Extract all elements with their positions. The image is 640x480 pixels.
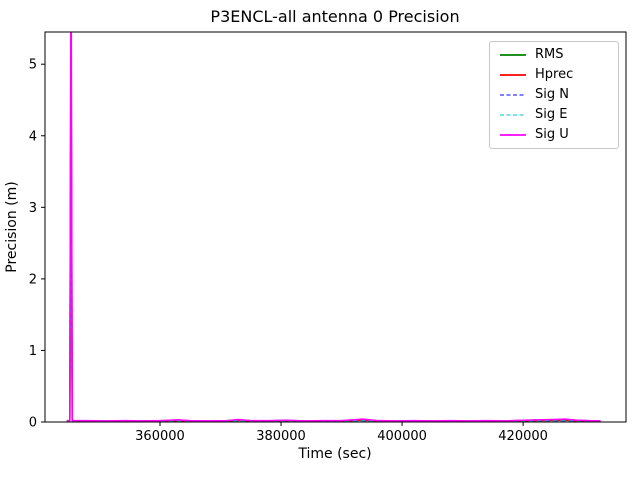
y-axis-label: Precision (m) bbox=[4, 181, 20, 272]
legend-line-sample bbox=[500, 74, 526, 76]
axes-frame bbox=[44, 31, 627, 423]
y-tick-label: 4 bbox=[29, 129, 37, 144]
legend-label: RMS bbox=[535, 47, 564, 62]
x-tick-label: 400000 bbox=[377, 429, 427, 444]
x-axis-label: Time (sec) bbox=[297, 446, 371, 462]
legend-line-sample bbox=[500, 114, 526, 116]
series-line-sig-e bbox=[66, 242, 601, 422]
legend-item: RMS bbox=[499, 48, 609, 62]
y-tick-label: 2 bbox=[29, 272, 37, 287]
legend: RMS Hprec Sig N Sig E Sig U bbox=[489, 41, 619, 149]
y-tick-label: 1 bbox=[29, 344, 37, 359]
legend-label: Sig U bbox=[535, 127, 569, 142]
legend-item: Sig E bbox=[499, 108, 609, 122]
legend-line-sample bbox=[500, 134, 526, 136]
series-line-sig-u bbox=[66, 32, 601, 422]
chart-title: P3ENCL-all antenna 0 Precision bbox=[210, 7, 459, 26]
legend-item: Sig U bbox=[499, 128, 609, 142]
legend-label: Hprec bbox=[535, 67, 574, 82]
y-tick-label: 0 bbox=[29, 416, 37, 431]
y-tick-label: 3 bbox=[29, 201, 37, 216]
x-tick-label: 360000 bbox=[135, 429, 185, 444]
legend-label: Sig N bbox=[535, 87, 569, 102]
y-tick-label: 5 bbox=[29, 58, 37, 73]
legend-line-sample bbox=[500, 94, 526, 96]
legend-label: Sig E bbox=[535, 107, 568, 122]
legend-item: Sig N bbox=[499, 88, 609, 102]
x-tick-label: 380000 bbox=[256, 429, 306, 444]
x-tick-label: 420000 bbox=[498, 429, 548, 444]
legend-line-sample bbox=[500, 54, 526, 56]
legend-item: Hprec bbox=[499, 68, 609, 82]
series-line-sig-n bbox=[66, 206, 601, 422]
